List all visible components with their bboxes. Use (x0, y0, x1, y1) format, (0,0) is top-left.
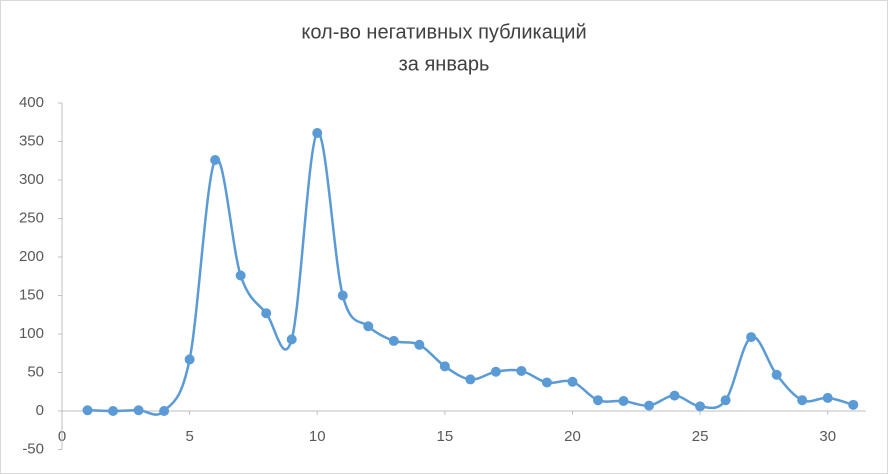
y-tick-label: 250 (19, 209, 44, 226)
point (108, 406, 119, 416)
point (261, 308, 272, 319)
point (541, 377, 552, 388)
point (746, 332, 757, 343)
chart-title: за январь (399, 53, 490, 75)
chart-title: кол-во негативных публикаций (301, 21, 586, 43)
x-tick-label: 20 (564, 428, 581, 445)
point (618, 395, 629, 406)
x-tick-label: 30 (819, 428, 836, 445)
point (286, 334, 297, 345)
y-tick-label: 150 (19, 286, 44, 303)
point (388, 335, 399, 346)
point (82, 405, 93, 416)
point (337, 290, 348, 301)
y-tick-label: 400 (19, 94, 44, 111)
point (363, 321, 374, 332)
point (235, 270, 246, 281)
point (695, 401, 706, 412)
point (516, 365, 527, 376)
point (210, 154, 221, 165)
point (720, 395, 731, 406)
x-tick-label: 5 (185, 428, 193, 445)
x-tick-label: 15 (437, 428, 454, 445)
point (465, 374, 476, 385)
point (593, 395, 603, 406)
y-tick-label: -50 (22, 440, 44, 457)
point (797, 395, 808, 406)
point (567, 376, 578, 387)
point (159, 406, 170, 416)
y-tick-label: 300 (19, 171, 44, 188)
y-tick-label: 0 (36, 402, 44, 419)
point (644, 400, 655, 411)
point (133, 405, 144, 416)
y-tick-label: 350 (19, 132, 44, 149)
point (184, 354, 195, 365)
point (669, 390, 680, 401)
x-tick-label: 25 (692, 428, 709, 445)
point (312, 128, 323, 139)
point (439, 361, 450, 372)
x-tick-label: 10 (309, 428, 326, 445)
y-tick-label: 50 (27, 363, 44, 380)
point (414, 339, 425, 350)
point (848, 399, 859, 410)
point (771, 369, 782, 380)
series-line (87, 131, 854, 416)
y-tick-label: 100 (19, 325, 44, 342)
point (822, 392, 833, 403)
y-tick-label: 200 (19, 248, 44, 265)
point (490, 366, 501, 377)
